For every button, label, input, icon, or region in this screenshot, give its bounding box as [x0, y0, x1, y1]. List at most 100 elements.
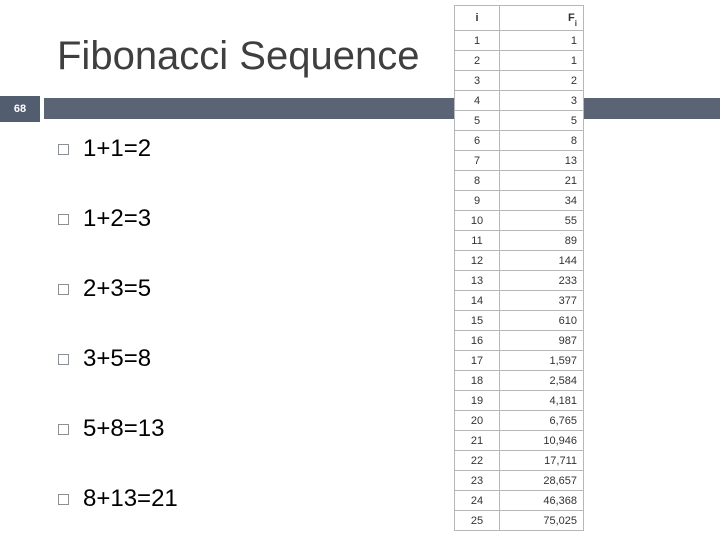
table-row: 7 13 — [454, 150, 584, 171]
table-row: 20 6,765 — [454, 410, 584, 431]
bullet-square-icon — [58, 424, 69, 435]
column-header-f: Fi — [499, 5, 584, 31]
cell-index: 8 — [454, 170, 500, 191]
bullet-text: 1+2=3 — [83, 205, 152, 232]
cell-fibonacci-value: 55 — [499, 210, 584, 231]
cell-index: 22 — [454, 450, 500, 471]
cell-index: 6 — [454, 130, 500, 151]
cell-index: 15 — [454, 310, 500, 331]
bullet-text: 1+1=2 — [83, 135, 152, 162]
fibonacci-table: i Fi 1 1 2 1 3 2 4 3 5 5 6 8 7 13 8 21 9 34 10 55 11 89 12 144 1… — [454, 5, 584, 531]
cell-index: 17 — [454, 350, 500, 371]
table-row: 19 4,181 — [454, 390, 584, 411]
bullet-square-icon — [58, 144, 69, 155]
bullet-item: 1+1=2 — [58, 131, 178, 201]
table-row: 25 75,025 — [454, 510, 584, 531]
cell-index: 4 — [454, 90, 500, 111]
table-row: 16 987 — [454, 330, 584, 351]
cell-index: 11 — [454, 230, 500, 251]
bullet-text: 5+8=13 — [83, 415, 165, 442]
cell-index: 23 — [454, 470, 500, 491]
cell-index: 18 — [454, 370, 500, 391]
bullet-square-icon — [58, 214, 69, 225]
cell-fibonacci-value: 8 — [499, 130, 584, 151]
cell-fibonacci-value: 21 — [499, 170, 584, 191]
slide-number: 68 — [0, 96, 40, 122]
cell-index: 5 — [454, 110, 500, 131]
bullet-text: 3+5=8 — [83, 345, 152, 372]
cell-fibonacci-value: 610 — [499, 310, 584, 331]
cell-fibonacci-value: 377 — [499, 290, 584, 311]
table-row: 21 10,946 — [454, 430, 584, 451]
cell-fibonacci-value: 2,584 — [499, 370, 584, 391]
bullet-square-icon — [58, 284, 69, 295]
cell-index: 13 — [454, 270, 500, 291]
bullet-list: 1+1=2 1+2=3 2+3=5 3+5=8 5+8=13 8+13=21 — [58, 131, 178, 551]
table-row: 14 377 — [454, 290, 584, 311]
column-header-f-text: F — [568, 12, 575, 24]
bullet-square-icon — [58, 354, 69, 365]
cell-fibonacci-value: 75,025 — [499, 510, 584, 531]
cell-index: 1 — [454, 30, 500, 51]
cell-fibonacci-value: 34 — [499, 190, 584, 211]
bullet-text: 8+13=21 — [83, 485, 178, 512]
cell-index: 20 — [454, 410, 500, 431]
cell-fibonacci-value: 987 — [499, 330, 584, 351]
cell-index: 19 — [454, 390, 500, 411]
table-header-row: i Fi — [454, 5, 584, 31]
table-row: 22 17,711 — [454, 450, 584, 471]
bullet-item: 5+8=13 — [58, 411, 178, 481]
cell-fibonacci-value: 4,181 — [499, 390, 584, 411]
cell-index: 9 — [454, 190, 500, 211]
cell-fibonacci-value: 3 — [499, 90, 584, 111]
bullet-item: 1+2=3 — [58, 201, 178, 271]
bullet-item: 2+3=5 — [58, 271, 178, 341]
bullet-square-icon — [58, 494, 69, 505]
cell-fibonacci-value: 144 — [499, 250, 584, 271]
table-row: 9 34 — [454, 190, 584, 211]
cell-fibonacci-value: 5 — [499, 110, 584, 131]
cell-index: 12 — [454, 250, 500, 271]
cell-fibonacci-value: 1 — [499, 30, 584, 51]
cell-fibonacci-value: 233 — [499, 270, 584, 291]
table-row: 11 89 — [454, 230, 584, 251]
column-header-f-subscript: i — [574, 19, 577, 28]
cell-index: 14 — [454, 290, 500, 311]
cell-fibonacci-value: 17,711 — [499, 450, 584, 471]
table-row: 15 610 — [454, 310, 584, 331]
table-row: 17 1,597 — [454, 350, 584, 371]
cell-index: 25 — [454, 510, 500, 531]
table-row: 13 233 — [454, 270, 584, 291]
cell-fibonacci-value: 28,657 — [499, 470, 584, 491]
bullet-item: 3+5=8 — [58, 341, 178, 411]
cell-index: 16 — [454, 330, 500, 351]
cell-fibonacci-value: 89 — [499, 230, 584, 251]
cell-index: 24 — [454, 490, 500, 511]
cell-fibonacci-value: 13 — [499, 150, 584, 171]
cell-fibonacci-value: 1,597 — [499, 350, 584, 371]
cell-index: 3 — [454, 70, 500, 91]
table-body: 1 1 2 1 3 2 4 3 5 5 6 8 7 13 8 21 9 34 10 55 11 89 12 144 13 233 1… — [454, 30, 584, 531]
bullet-item: 8+13=21 — [58, 481, 178, 551]
cell-index: 10 — [454, 210, 500, 231]
cell-fibonacci-value: 6,765 — [499, 410, 584, 431]
cell-index: 21 — [454, 430, 500, 451]
cell-fibonacci-value: 10,946 — [499, 430, 584, 451]
table-row: 24 46,368 — [454, 490, 584, 511]
table-row: 18 2,584 — [454, 370, 584, 391]
cell-index: 2 — [454, 50, 500, 71]
column-header-i: i — [454, 5, 500, 31]
table-row: 12 144 — [454, 250, 584, 271]
cell-index: 7 — [454, 150, 500, 171]
table-row: 23 28,657 — [454, 470, 584, 491]
title-underline-bar — [44, 98, 720, 119]
table-row: 10 55 — [454, 210, 584, 231]
slide-title: Fibonacci Sequence — [57, 34, 420, 78]
bullet-text: 2+3=5 — [83, 275, 152, 302]
